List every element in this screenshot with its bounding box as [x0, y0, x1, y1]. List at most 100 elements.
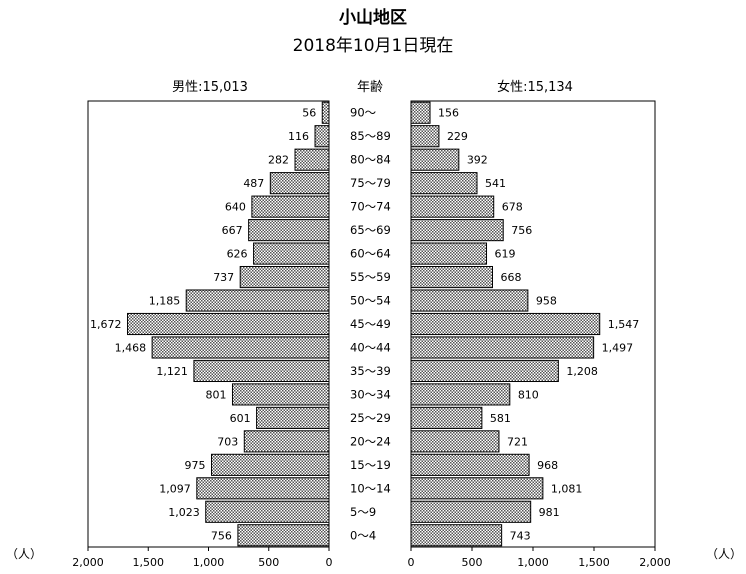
male-value-label: 487	[243, 177, 264, 190]
male-bar	[294, 148, 330, 171]
male-value-label: 1,121	[156, 365, 188, 378]
female-value-label: 1,081	[551, 482, 583, 495]
male-value-label: 703	[217, 435, 238, 448]
female-value-label: 743	[510, 529, 531, 542]
age-group-labels: 90～ 85～89 80～84 75～79 70～74 65～69 60～64 55～59 50…	[350, 106, 391, 543]
age-group-label: 90～	[350, 106, 377, 120]
male-tick-label: 1,000	[193, 556, 225, 569]
age-group-label: 50～54	[350, 294, 391, 308]
age-group-label: 45～49	[350, 317, 391, 331]
female-tick-label: 500	[462, 556, 483, 569]
male-value-label: 737	[213, 271, 234, 284]
female-bar	[410, 312, 601, 336]
female-bars	[410, 101, 601, 547]
female-bar	[410, 500, 532, 523]
male-value-label: 1,023	[168, 506, 200, 519]
female-value-label: 619	[495, 248, 516, 261]
female-bar	[410, 383, 511, 406]
female-value-label: 756	[511, 224, 532, 237]
female-value-label: 1,497	[602, 341, 634, 354]
age-group-label: 80～84	[350, 153, 391, 167]
female-value-label: 721	[507, 435, 528, 448]
female-value-label: 1,547	[608, 318, 640, 331]
male-bar	[253, 242, 330, 265]
male-value-label: 1,672	[90, 318, 122, 331]
female-tick-label: 0	[408, 556, 415, 569]
male-bar	[193, 359, 330, 383]
female-tick-label: 1,000	[517, 556, 549, 569]
male-tick-label: 500	[258, 556, 279, 569]
female-bar	[410, 336, 595, 359]
female-bar	[410, 101, 431, 124]
male-tick-label: 2,000	[72, 556, 104, 569]
male-value-label: 1,097	[159, 482, 191, 495]
male-value-label: 975	[185, 459, 206, 472]
female-value-label: 968	[537, 459, 558, 472]
male-bar	[243, 430, 330, 453]
female-bar	[410, 195, 495, 218]
female-bar	[410, 125, 440, 148]
chart-subtitle: 2018年10月1日現在	[293, 36, 454, 56]
female-value-labels: 156 229 392 541 678 756 619 668 958 1,547 1,497 1,2…	[438, 107, 639, 543]
male-value-label: 667	[222, 224, 243, 237]
male-bar	[205, 500, 330, 523]
unit-left: （人）	[6, 547, 42, 561]
female-value-label: 229	[447, 130, 468, 143]
male-bar	[314, 125, 330, 148]
female-header: 女性:15,134	[497, 79, 573, 95]
x-axis-ticks: 0 0 500 500 1,000 1,000 1,500 1,500 2,000 2,000	[72, 547, 671, 569]
age-group-label: 20～24	[350, 434, 391, 448]
age-group-label: 65～69	[350, 223, 391, 237]
female-bar	[410, 265, 493, 289]
age-header: 年齢	[357, 80, 383, 95]
female-tick-label: 2,000	[639, 556, 671, 569]
age-group-label: 55～59	[350, 270, 391, 284]
age-group-label: 60～64	[350, 247, 391, 261]
male-bar	[256, 406, 330, 429]
male-bar	[237, 524, 330, 547]
female-bar	[410, 219, 504, 242]
male-bar	[185, 289, 330, 312]
age-group-label: 40～44	[350, 340, 391, 354]
female-bar	[410, 453, 530, 476]
female-value-label: 668	[500, 271, 521, 284]
male-value-label: 801	[205, 388, 226, 401]
male-bar	[248, 219, 330, 242]
male-value-label: 116	[288, 130, 309, 143]
female-bar	[410, 359, 559, 383]
male-bar	[321, 101, 330, 124]
age-group-label: 25～29	[350, 411, 391, 425]
male-value-label: 1,185	[149, 295, 181, 308]
male-header: 男性:15,013	[172, 80, 248, 95]
male-bar	[231, 383, 330, 406]
female-tick-label: 1,500	[578, 556, 610, 569]
female-value-label: 581	[490, 412, 511, 425]
male-tick-label: 0	[326, 556, 333, 569]
male-bar	[151, 336, 330, 359]
male-value-label: 601	[230, 412, 251, 425]
age-group-label: 35～39	[350, 364, 391, 378]
male-value-labels: 56 116 282 487 640 667 626 737 1,185 1,672 1,468 1,…	[90, 107, 316, 543]
age-group-label: 70～74	[350, 200, 391, 214]
male-bar	[239, 265, 330, 289]
age-group-label: 75～79	[350, 176, 391, 190]
female-bar	[410, 406, 483, 429]
female-value-label: 958	[536, 295, 557, 308]
male-bar	[127, 312, 330, 336]
female-bar	[410, 242, 488, 265]
male-value-label: 626	[227, 248, 248, 261]
female-bar	[410, 477, 544, 500]
female-value-label: 541	[485, 177, 506, 190]
chart-title: 小山地区	[339, 7, 407, 28]
male-bar	[251, 195, 330, 218]
male-value-label: 1,468	[115, 341, 147, 354]
age-group-label: 30～34	[350, 387, 391, 401]
female-bar	[410, 289, 529, 312]
male-bars	[127, 101, 330, 547]
female-value-label: 678	[502, 201, 523, 214]
male-bar	[196, 477, 330, 500]
age-group-label: 10～14	[350, 481, 391, 495]
age-group-label: 0～4	[350, 528, 376, 542]
male-bar	[211, 453, 330, 476]
